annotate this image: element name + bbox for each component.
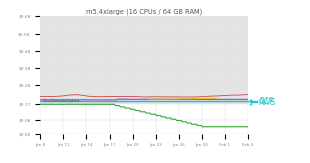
Text: On-Demand price: On-Demand price (42, 99, 79, 104)
Text: AWS: AWS (259, 98, 276, 107)
Title: m5.4xlarge (16 CPUs / 64 GB RAM): m5.4xlarge (16 CPUs / 64 GB RAM) (86, 8, 202, 15)
Bar (40, 16, 248, 104)
Text: GCP: GCP (259, 97, 275, 106)
Text: ◄: ◄ (246, 99, 250, 104)
